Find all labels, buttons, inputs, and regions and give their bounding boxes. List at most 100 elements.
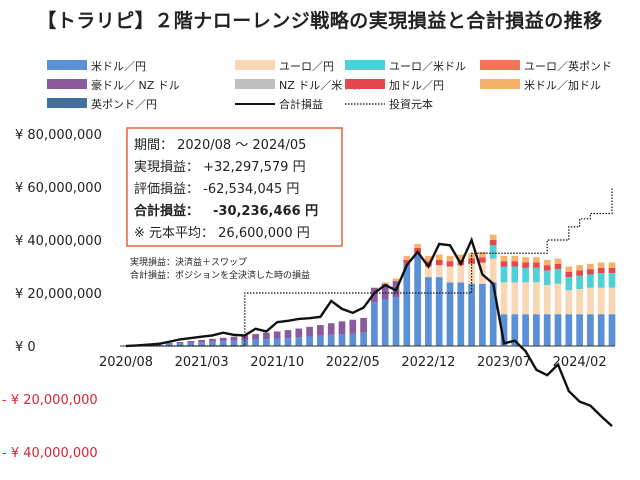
bar-31-7 — [457, 254, 465, 260]
legend-swatch-1 — [235, 60, 275, 70]
legend-label-10: 投資元本 — [389, 97, 433, 111]
bar-45-2 — [608, 273, 616, 288]
bar-33-7 — [479, 251, 486, 258]
bar-45-1 — [608, 287, 616, 315]
legend-swatch-5 — [235, 79, 275, 89]
legend-swatch-0 — [47, 60, 87, 70]
bar-38-1 — [533, 282, 540, 315]
bar-43-0 — [587, 314, 594, 346]
bar-18-0 — [317, 335, 324, 346]
bar-30-6 — [446, 261, 454, 267]
bar-34-2 — [489, 245, 497, 259]
legend-label-9: 合計損益 — [279, 97, 323, 111]
bar-13-4 — [263, 332, 270, 340]
bar-7-0 — [198, 342, 205, 346]
bar-36-6 — [511, 261, 519, 267]
x-tick-0: 2020/08 — [99, 355, 153, 370]
bar-5-0 — [176, 343, 184, 346]
bar-40-0 — [554, 314, 562, 346]
bar-26-0 — [403, 263, 411, 346]
bar-45-7 — [608, 262, 616, 268]
principal-line — [126, 187, 613, 347]
bar-39-0 — [543, 314, 551, 346]
bar-45-6 — [608, 267, 616, 274]
legend-label-8: 英ポンド／円 — [91, 97, 157, 111]
bar-40-1 — [554, 283, 562, 315]
legend-label-3: ユーロ／英ポンド — [524, 59, 612, 73]
legend-swatch-3 — [480, 60, 520, 70]
bar-28-0 — [425, 277, 432, 346]
x-tick-4: 2022/12 — [401, 355, 455, 370]
bar-31-1 — [457, 265, 465, 283]
bar-27-7 — [414, 243, 421, 248]
bar-20-4 — [338, 321, 346, 335]
legend-swatch-4 — [47, 79, 87, 89]
bar-30-7 — [446, 255, 454, 262]
bar-37-6 — [522, 262, 529, 268]
y-tick-2: ¥ 40,000,000 — [15, 234, 102, 249]
bar-21-4 — [349, 319, 357, 334]
bar-30-1 — [446, 266, 454, 283]
bar-40-7 — [554, 258, 562, 264]
bar-23-0 — [371, 302, 378, 346]
bar-18-4 — [317, 325, 324, 336]
bar-11-0 — [241, 340, 249, 346]
legend-label-2: ユーロ／米ドル — [389, 60, 466, 73]
bar-29-6 — [435, 259, 443, 266]
y-tick-0: ¥ 80,000,000 — [15, 128, 102, 143]
bar-33-0 — [479, 283, 486, 346]
bar-35-6 — [500, 261, 508, 267]
legend-label-6: 加ドル／円 — [389, 79, 444, 92]
bar-44-2 — [597, 273, 605, 288]
bar-10-4 — [230, 336, 238, 341]
bar-12-4 — [252, 334, 259, 340]
bar-15-4 — [284, 330, 292, 339]
legend-swatch-6 — [345, 79, 385, 89]
bar-12-0 — [252, 339, 259, 346]
bar-34-1 — [489, 258, 497, 283]
legend-label-4: 豪ドル／ NZ ドル — [91, 78, 180, 92]
bar-43-7 — [587, 263, 594, 270]
bar-10-0 — [230, 340, 238, 346]
bar-42-6 — [576, 270, 583, 276]
bar-44-0 — [597, 314, 605, 346]
bar-38-0 — [533, 314, 540, 346]
bar-40-2 — [554, 269, 562, 284]
bar-41-7 — [565, 266, 573, 272]
bar-31-0 — [457, 282, 465, 346]
info-box — [126, 127, 343, 247]
info-principal: ※ 元本平均： 26,600,000 円 — [134, 226, 310, 241]
bar-39-7 — [543, 259, 551, 266]
x-tick-2: 2021/10 — [250, 355, 304, 370]
y-tick-3: ¥ 20,000,000 — [15, 287, 102, 302]
bar-21-0 — [349, 333, 357, 346]
legend-swatch-8 — [47, 98, 87, 108]
bar-24-4 — [381, 283, 389, 300]
bar-4-4 — [165, 342, 173, 344]
x-tick-1: 2021/03 — [175, 355, 229, 370]
note-0: 実現損益：決済益＋スワップ — [130, 256, 247, 268]
bar-4-0 — [165, 343, 173, 346]
bar-26-7 — [403, 255, 411, 260]
bar-29-7 — [435, 254, 443, 260]
bar-25-0 — [392, 296, 400, 346]
bar-16-0 — [295, 337, 303, 346]
y-tick-5: - ¥ 20,000,000 — [2, 393, 98, 408]
bar-40-6 — [554, 263, 562, 270]
bar-41-1 — [565, 290, 573, 315]
bar-19-0 — [327, 334, 335, 346]
bar-22-4 — [360, 317, 367, 333]
bar-34-7 — [489, 234, 497, 240]
bar-38-2 — [533, 267, 540, 283]
bar-25-7 — [392, 278, 400, 282]
y-tick-4: ¥ 0 — [15, 340, 36, 355]
bar-43-6 — [587, 269, 594, 275]
bar-33-6 — [479, 257, 486, 263]
x-tick-5: 2023/07 — [477, 355, 531, 370]
bar-9-0 — [219, 341, 227, 346]
bar-6-4 — [187, 340, 195, 343]
bar-17-4 — [306, 326, 313, 337]
bar-38-7 — [533, 257, 540, 263]
